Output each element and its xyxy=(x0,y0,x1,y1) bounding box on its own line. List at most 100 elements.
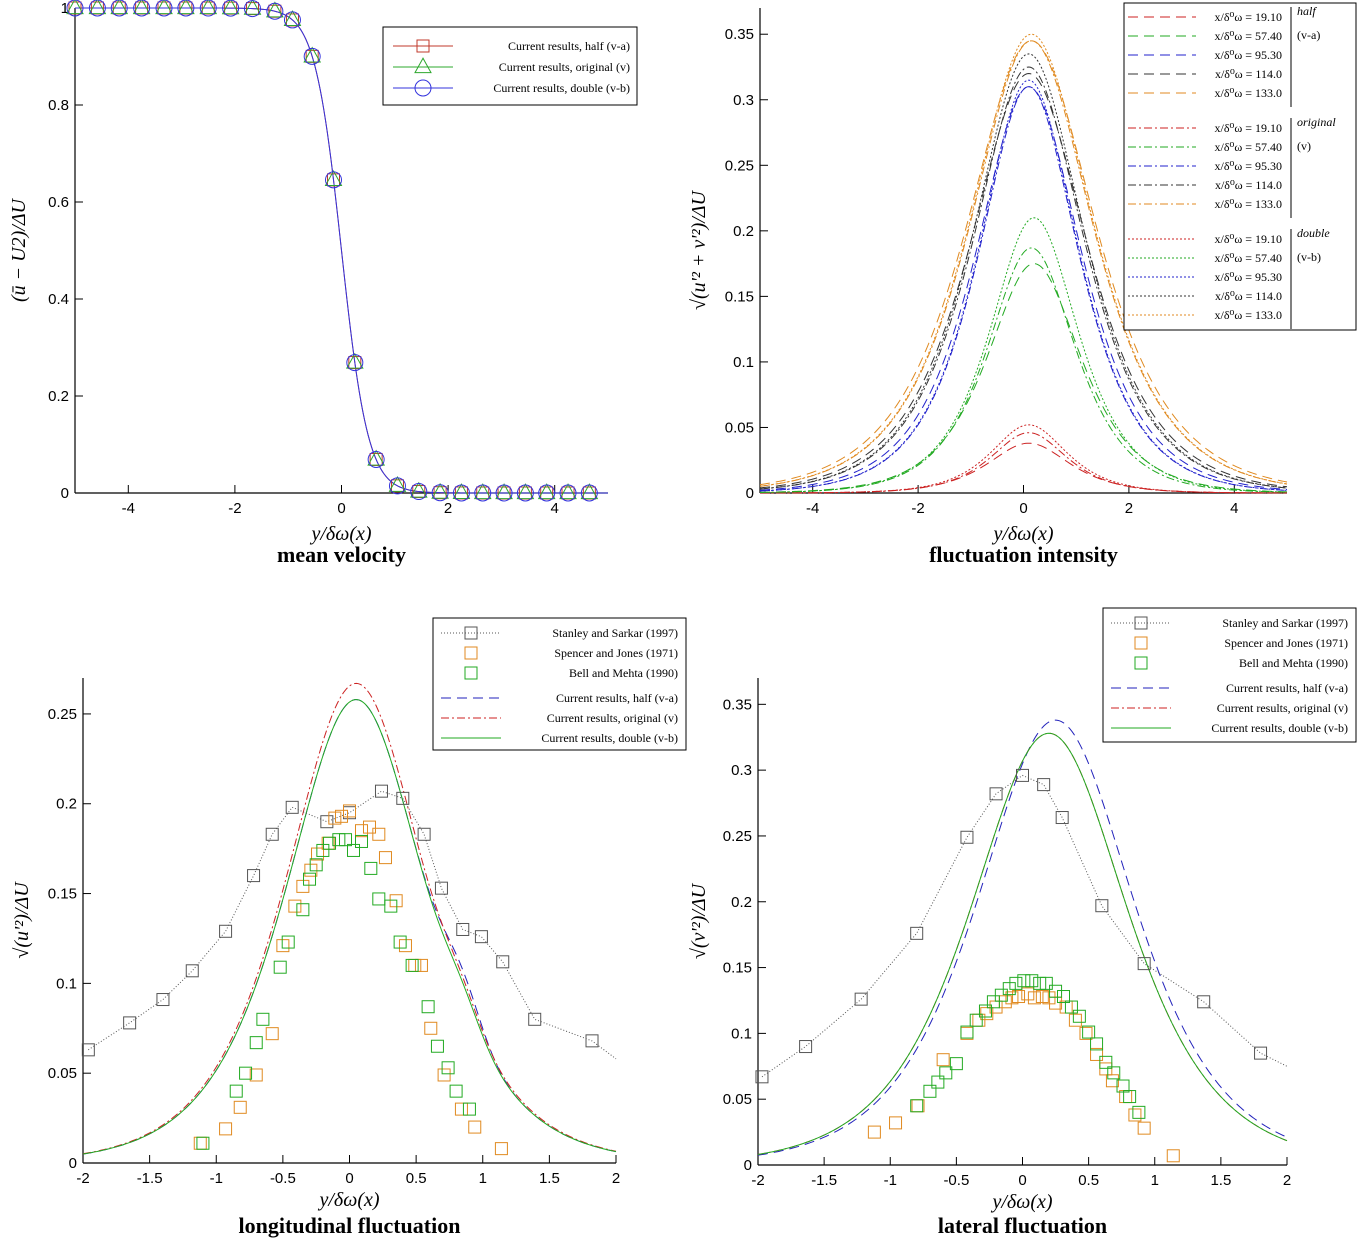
bell-point xyxy=(354,834,368,848)
curve-original xyxy=(757,732,1288,1155)
curve-half-1 xyxy=(759,263,1288,493)
spencer-point xyxy=(424,1021,438,1035)
bell-point xyxy=(449,1084,463,1098)
x-tick-label: -4 xyxy=(806,500,819,517)
spencer-point xyxy=(1042,991,1056,1005)
marker-double xyxy=(367,450,385,468)
bell-point xyxy=(384,899,398,913)
stanley-point xyxy=(474,930,488,944)
marker-double xyxy=(243,0,261,18)
curve-half xyxy=(757,719,1288,1156)
spencer-point xyxy=(265,1027,279,1041)
curve-original-1 xyxy=(759,247,1288,493)
stanley-point xyxy=(1095,899,1109,913)
stanley-point xyxy=(320,815,334,829)
spencer-point xyxy=(1027,991,1041,1005)
stanley-point xyxy=(960,830,974,844)
marker-original xyxy=(177,0,195,15)
bell-point xyxy=(1082,1025,1096,1039)
spencer-point xyxy=(343,804,356,818)
legend-label: x/δ⁰ω = 57.40 xyxy=(1215,251,1282,265)
marker-double xyxy=(410,483,428,501)
y-tick-label: 0.05 xyxy=(725,419,754,436)
x-tick-label: -2 xyxy=(751,1172,764,1189)
bell-point xyxy=(949,1057,963,1071)
marker-original xyxy=(266,1,284,18)
legend-marker xyxy=(464,666,478,680)
marker-double xyxy=(155,0,173,17)
bell-point xyxy=(430,1039,444,1053)
stanley-point xyxy=(1016,768,1029,782)
y-tick-label: 0.25 xyxy=(723,828,752,845)
bell-point xyxy=(969,1013,983,1027)
legend-label: Spencer and Jones (1971) xyxy=(554,646,678,660)
legend-label: Current results, half (v-a) xyxy=(556,691,678,705)
marker-original xyxy=(88,0,107,15)
marker-original xyxy=(409,481,428,498)
marker-original xyxy=(199,0,218,15)
legend-label: x/δ⁰ω = 19.10 xyxy=(1215,232,1282,246)
spencer-point xyxy=(867,1125,881,1139)
stanley-point xyxy=(755,1070,769,1084)
spencer-point xyxy=(494,1142,508,1156)
spencer-point xyxy=(1079,1026,1093,1040)
stanley-point xyxy=(374,784,388,798)
legend-label: x/δ⁰ω = 114.0 xyxy=(1215,67,1282,81)
curve-double-0 xyxy=(759,424,1288,494)
legend-marker xyxy=(464,626,478,640)
spencer-point xyxy=(889,1116,903,1130)
x-tick-label: 1.5 xyxy=(1210,1172,1231,1189)
spencer-point xyxy=(372,827,386,841)
bell-point xyxy=(939,1066,953,1080)
panel-caption: longitudinal fluctuation xyxy=(239,1213,461,1238)
x-tick-label: 2 xyxy=(1125,500,1133,517)
stanley-point xyxy=(496,955,510,969)
marker-original xyxy=(345,352,364,369)
y-tick-label: 0.2 xyxy=(731,894,752,911)
x-tick-label: -2 xyxy=(911,500,924,517)
stanley-point xyxy=(1254,1046,1268,1060)
legend-marker xyxy=(416,39,430,53)
stanley-point xyxy=(156,993,170,1007)
spencer-point xyxy=(288,899,302,913)
curve-double-3 xyxy=(759,53,1288,490)
marker-original xyxy=(473,483,492,500)
spencer-point xyxy=(1068,1013,1082,1027)
stanley-point xyxy=(123,1016,137,1030)
y-axis-label: √(u'² + v'²)/ΔU xyxy=(688,189,710,310)
stanley-point xyxy=(1137,957,1151,971)
curve-original-3 xyxy=(759,66,1288,490)
curve-half-4 xyxy=(759,40,1288,486)
marker-original xyxy=(367,449,385,466)
bell-point xyxy=(462,1102,476,1116)
y-tick-label: 0.6 xyxy=(48,194,69,211)
bell-point xyxy=(1009,976,1023,990)
spencer-point xyxy=(328,811,342,825)
bell-point xyxy=(296,903,310,917)
x-tick-label: 2 xyxy=(444,500,452,517)
panel-caption: lateral fluctuation xyxy=(938,1213,1107,1238)
panel-caption: fluctuation intensity xyxy=(929,542,1118,567)
y-tick-label: 0.35 xyxy=(723,696,752,713)
panel-lateral-fluctuation: -2 -1.5 -1 -0.5 0 0.5 1 1.5 2 0 0.05 0.1 0.15 0.2 0.25… xyxy=(688,607,1357,1238)
legend-label: x/δ⁰ω = 133.0 xyxy=(1215,197,1282,211)
y-tick-label: 0.25 xyxy=(48,706,77,723)
legend-label: x/δ⁰ω = 133.0 xyxy=(1215,86,1282,100)
bell-point xyxy=(339,833,353,847)
spencer-point xyxy=(408,958,422,972)
spencer-point xyxy=(980,1007,994,1021)
marker-original xyxy=(452,483,471,500)
stanley-point xyxy=(417,827,431,841)
stanley-point xyxy=(81,1043,95,1057)
y-tick-label: 0.05 xyxy=(723,1091,752,1108)
marker-original xyxy=(132,0,151,15)
marker-double xyxy=(283,11,301,29)
marker-double xyxy=(177,0,195,17)
marker-original xyxy=(537,483,556,500)
y-tick-label: 0.2 xyxy=(56,796,77,813)
legend-label: x/δ⁰ω = 95.30 xyxy=(1215,48,1282,62)
y-tick-label: 0 xyxy=(746,485,754,502)
legend-label: Current results, double (v-b) xyxy=(1211,721,1348,735)
curve-half xyxy=(82,699,617,1155)
